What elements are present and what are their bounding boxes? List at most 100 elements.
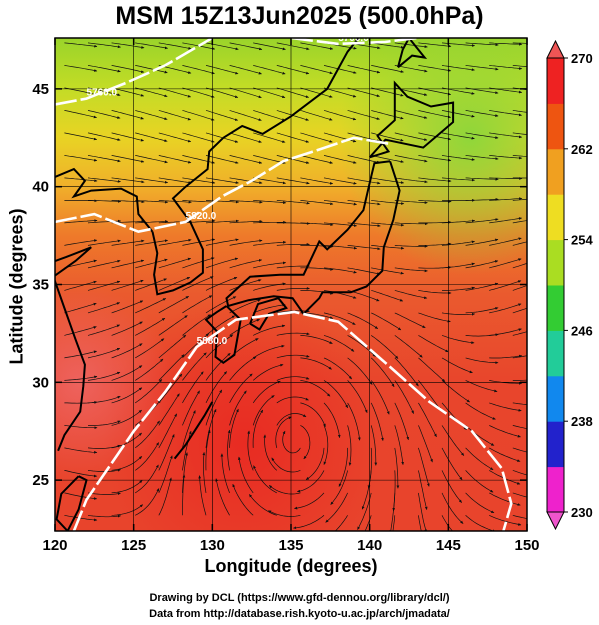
streamline-320 <box>64 155 98 162</box>
streamline-289 <box>276 200 310 205</box>
streamline-420 <box>64 42 98 48</box>
streamline-135 <box>418 380 442 411</box>
streamline-180 <box>64 302 97 314</box>
colorbar-segment-5 <box>547 239 564 286</box>
streamline-229 <box>276 264 310 269</box>
streamline-7 <box>215 478 230 516</box>
streamline-137 <box>465 380 498 393</box>
streamline-130 <box>300 380 331 397</box>
streamline-0 <box>64 514 98 522</box>
streamline-388 <box>253 87 286 99</box>
streamline-79 <box>512 447 527 453</box>
streamline-287 <box>229 200 263 204</box>
streamline-218 <box>489 280 522 291</box>
streamline-48 <box>247 430 254 471</box>
streamline-268 <box>253 220 287 224</box>
streamline-335 <box>418 155 452 162</box>
streamline-334 <box>394 155 428 163</box>
coastlines <box>55 38 455 531</box>
streamline-168 <box>253 324 286 336</box>
streamline-188 <box>253 303 286 314</box>
streamline-181 <box>87 302 121 314</box>
streamline-197 <box>465 307 499 314</box>
streamline-354 <box>394 132 428 141</box>
streamline-109 <box>276 396 309 404</box>
streamline-387 <box>229 87 262 99</box>
streamline-393 <box>371 87 404 97</box>
x-tick-label-135: 135 <box>278 537 303 554</box>
contour-label-5820: 5820.0 <box>186 211 217 222</box>
streamline-306 <box>205 177 239 184</box>
colorbar-segment-9 <box>547 58 564 104</box>
streamline-113 <box>370 402 384 442</box>
streamline-410 <box>300 65 333 75</box>
streamline-156 <box>441 357 473 374</box>
streamline-169 <box>276 332 310 336</box>
streamline-361 <box>87 110 121 119</box>
streamline-350 <box>300 132 333 143</box>
colorbar: 270 262 254 246 238 230 <box>546 39 593 531</box>
streamline-28 <box>237 456 254 494</box>
streamline-136 <box>441 380 470 403</box>
streamline-411 <box>323 65 357 74</box>
streamline-277 <box>465 218 499 224</box>
streamline-112 <box>347 402 361 441</box>
streamline-142 <box>111 343 143 359</box>
streamline-368 <box>253 110 286 121</box>
streamline-1 <box>87 514 122 518</box>
streamline-69 <box>275 416 292 448</box>
streamline-401 <box>87 65 121 73</box>
streamline-224 <box>158 257 192 269</box>
y-tick-label-35: 35 <box>32 277 49 294</box>
credit-drawing: Drawing by DCL (https://www.gfd-dennou.o… <box>149 592 450 604</box>
streamline-171 <box>323 335 355 352</box>
streamline-187 <box>229 299 261 314</box>
streamline-78 <box>489 447 521 462</box>
streamline-243 <box>135 239 169 246</box>
shikoku <box>249 297 288 331</box>
streamline-134 <box>394 380 414 414</box>
streamline-149 <box>276 354 310 359</box>
streamline-429 <box>276 42 310 51</box>
x-tick-label-125: 125 <box>121 537 146 554</box>
streamline-146 <box>205 334 234 359</box>
streamline-438 <box>489 42 523 46</box>
streamline-183 <box>135 298 167 314</box>
streamline-114 <box>394 402 410 441</box>
streamline-390 <box>300 87 333 98</box>
streamline-17 <box>465 515 496 531</box>
x-tick-label-140: 140 <box>357 537 382 554</box>
colorbar-segment-3 <box>547 330 564 377</box>
streamline-165 <box>182 314 211 336</box>
streamline-407 <box>229 65 262 75</box>
streamline-24 <box>158 455 173 494</box>
streamline-139 <box>512 379 527 381</box>
streamline-55 <box>418 470 428 511</box>
streamline-252 <box>347 245 381 251</box>
streamline-97 <box>465 425 495 446</box>
streamline-92 <box>347 425 352 466</box>
streamline-205 <box>182 276 214 291</box>
streamline-23 <box>135 464 159 494</box>
streamline-389 <box>276 87 310 98</box>
streamline-67 <box>229 408 239 448</box>
streamline-409 <box>276 65 310 75</box>
streamline-240 <box>64 239 98 246</box>
streamline-293 <box>371 200 405 205</box>
streamline-178 <box>489 328 522 336</box>
streamline-191 <box>323 312 356 325</box>
streamline-433 <box>371 42 405 49</box>
streamline-248 <box>253 240 287 246</box>
streamline-383 <box>135 87 168 98</box>
streamline-291 <box>323 200 357 206</box>
streamline-237 <box>465 260 499 269</box>
streamline-173 <box>371 335 399 359</box>
streamline-133 <box>370 380 390 415</box>
streamline-198 <box>489 303 522 314</box>
streamline-27 <box>220 453 230 494</box>
streamline-337 <box>465 155 499 161</box>
streamline-102 <box>111 387 143 404</box>
streamline-376 <box>441 110 475 118</box>
streamline-370 <box>300 110 333 121</box>
streamline-422 <box>111 42 145 49</box>
